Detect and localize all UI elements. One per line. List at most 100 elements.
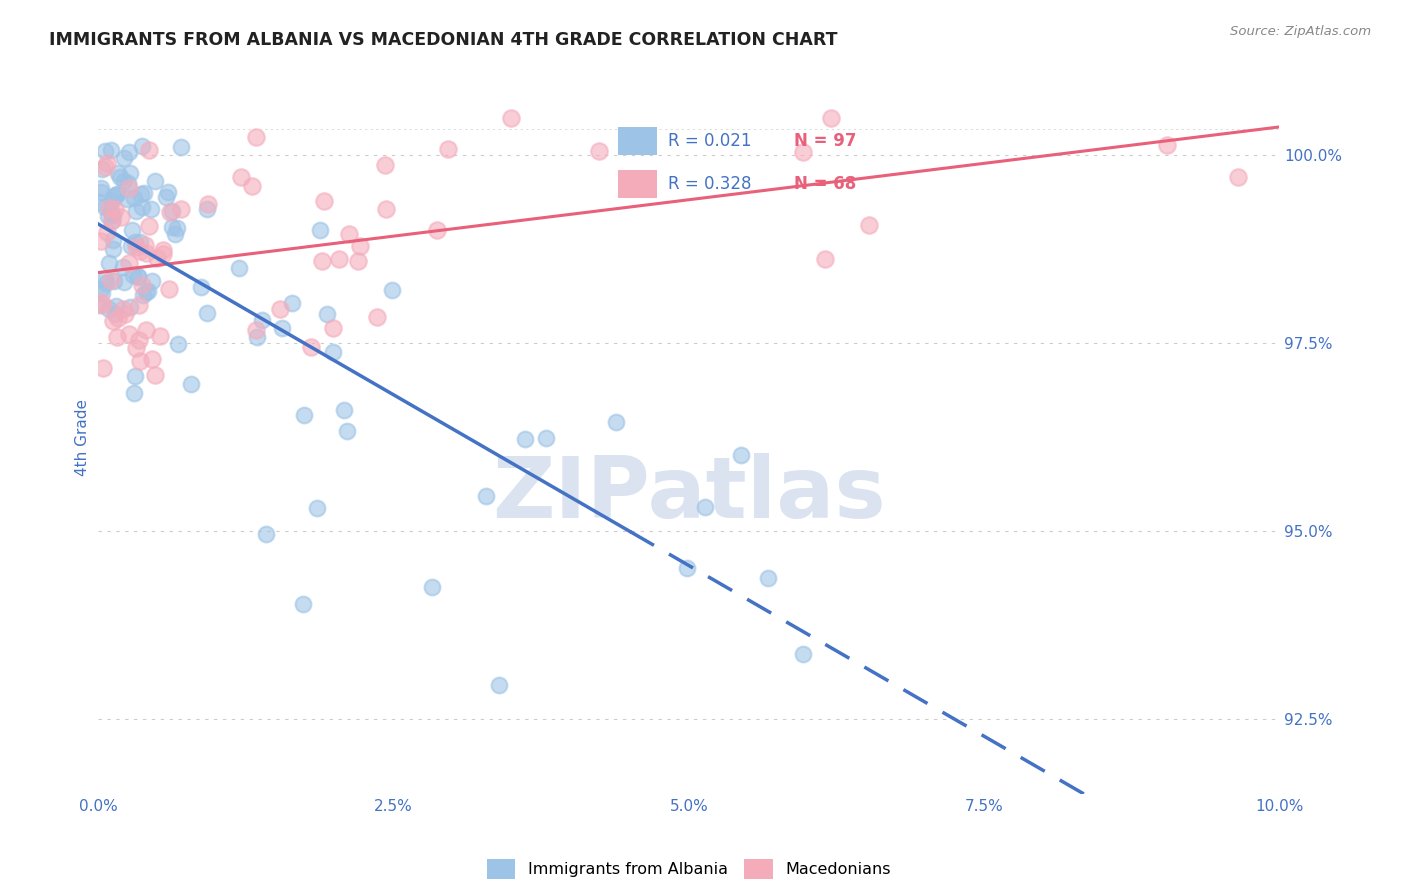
Point <box>98 201 121 215</box>
Point <box>160 220 183 235</box>
Point <box>437 142 460 156</box>
Point <box>105 329 128 343</box>
Point <box>112 276 135 290</box>
Point <box>94 144 117 158</box>
Point <box>129 354 152 368</box>
Text: Source: ZipAtlas.com: Source: ZipAtlas.com <box>1230 25 1371 38</box>
Point <box>605 415 627 429</box>
Point <box>111 302 134 317</box>
Point <box>693 500 716 515</box>
Point <box>170 140 193 154</box>
Point <box>336 425 359 439</box>
Point <box>104 299 127 313</box>
Point <box>120 166 142 180</box>
Point <box>167 337 190 351</box>
Point <box>94 276 117 290</box>
Point <box>152 243 174 257</box>
Point <box>792 145 814 159</box>
Point <box>89 298 111 312</box>
Point <box>127 269 149 284</box>
Point <box>820 111 842 125</box>
Point <box>124 240 146 254</box>
Point <box>180 377 202 392</box>
Point <box>93 360 115 375</box>
Point <box>131 139 153 153</box>
Point <box>305 500 328 515</box>
Text: ZIPatlas: ZIPatlas <box>492 452 886 536</box>
Point <box>676 561 699 575</box>
Point <box>118 300 141 314</box>
Point <box>311 253 333 268</box>
Point <box>149 329 172 343</box>
Point <box>118 145 141 159</box>
Point <box>246 329 269 343</box>
Point <box>316 308 339 322</box>
Point <box>730 448 752 462</box>
Point <box>101 209 124 223</box>
Y-axis label: 4th Grade: 4th Grade <box>75 399 90 475</box>
Point <box>135 285 157 299</box>
Bar <box>619 170 657 198</box>
Point <box>107 311 129 326</box>
Point <box>134 238 156 252</box>
Point <box>94 272 117 286</box>
Point <box>125 341 148 355</box>
Point <box>129 186 152 201</box>
Point <box>488 677 510 691</box>
Point <box>91 298 114 312</box>
Point <box>163 227 186 241</box>
Point <box>792 647 814 661</box>
Point <box>145 174 167 188</box>
Point <box>195 306 218 320</box>
Point <box>337 227 360 242</box>
Point <box>89 185 111 199</box>
Point <box>228 260 250 275</box>
Point <box>292 597 315 611</box>
Point <box>112 260 135 274</box>
Point <box>104 202 127 217</box>
Point <box>128 333 150 347</box>
Point <box>101 233 124 247</box>
Point <box>159 205 181 219</box>
Point <box>136 284 159 298</box>
Point <box>231 169 253 184</box>
Point <box>131 277 153 292</box>
Point <box>91 285 114 300</box>
Point <box>308 223 330 237</box>
Point <box>132 288 155 302</box>
Point <box>513 432 536 446</box>
Point <box>322 321 344 335</box>
Point <box>129 235 152 249</box>
Point <box>96 156 118 170</box>
Point <box>103 274 125 288</box>
Point <box>100 273 122 287</box>
Point <box>157 185 180 199</box>
Point <box>90 282 112 296</box>
Point <box>135 245 157 260</box>
Point <box>117 256 139 270</box>
Point <box>90 181 112 195</box>
Point <box>588 145 610 159</box>
Point <box>114 307 136 321</box>
Point <box>190 280 212 294</box>
Point <box>332 402 354 417</box>
Point <box>118 181 141 195</box>
Point <box>101 314 124 328</box>
Text: N = 68: N = 68 <box>794 176 856 194</box>
Point <box>195 202 218 216</box>
Point <box>127 268 149 283</box>
Point <box>858 218 880 232</box>
Point <box>132 186 155 201</box>
Point <box>103 189 125 203</box>
Point <box>97 209 120 223</box>
Point <box>105 187 128 202</box>
Point <box>170 202 193 216</box>
Bar <box>619 128 657 155</box>
Point <box>346 254 368 268</box>
Point <box>135 323 157 337</box>
Point <box>1156 138 1178 153</box>
Point <box>155 190 177 204</box>
Point <box>117 177 139 191</box>
Point <box>96 225 118 239</box>
Point <box>124 235 146 249</box>
